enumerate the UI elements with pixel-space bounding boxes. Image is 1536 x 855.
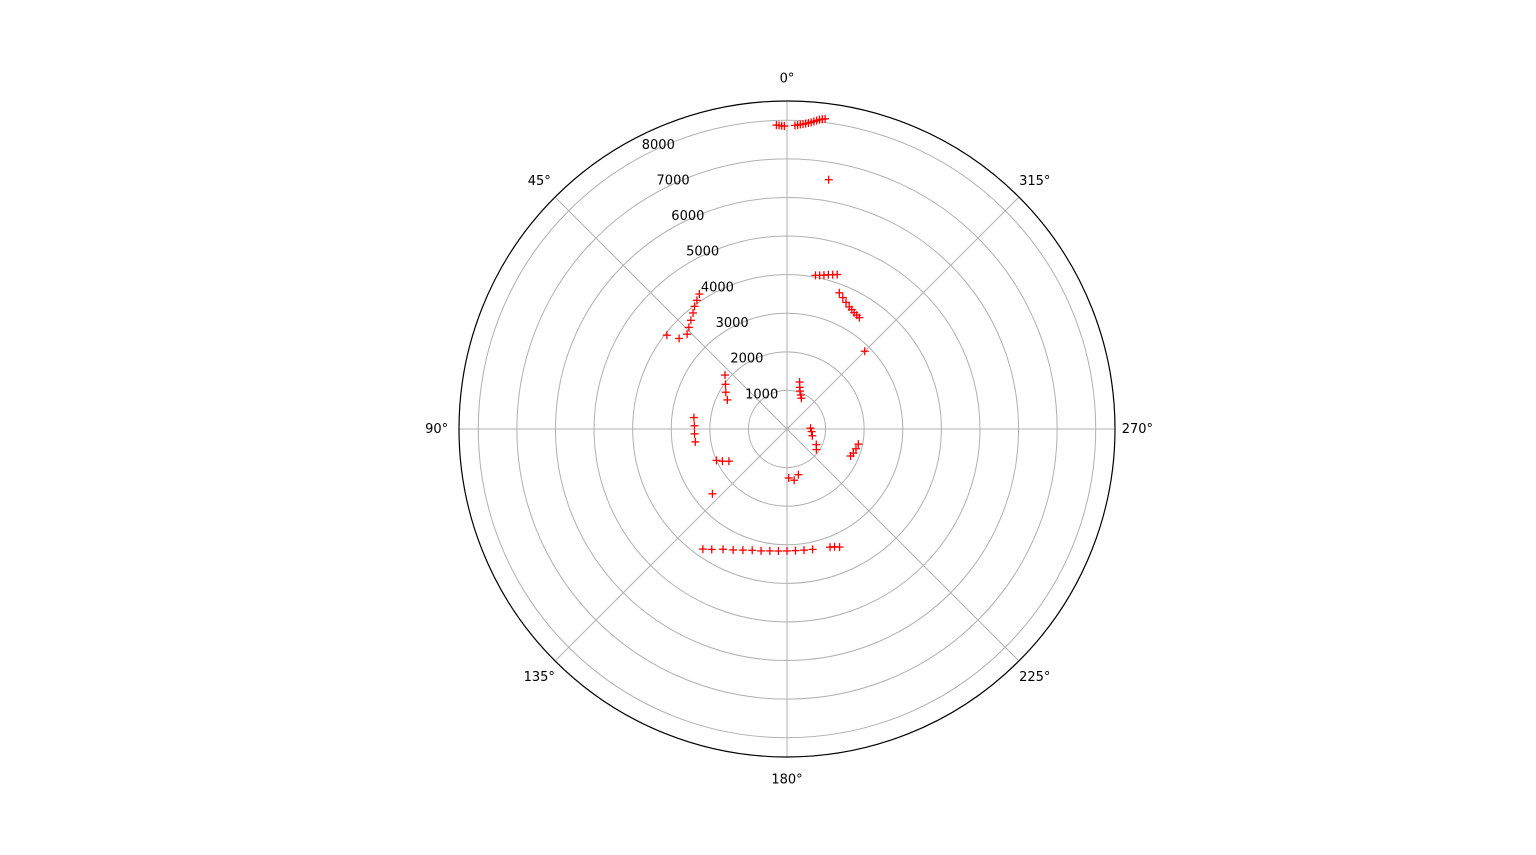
data-point (698, 545, 707, 554)
theta-tick-label: 315° (1019, 174, 1050, 189)
data-point (683, 330, 692, 339)
data-point (860, 347, 869, 356)
data-point (808, 431, 817, 440)
data-point (662, 331, 671, 340)
data-point (855, 313, 864, 322)
data-point (690, 429, 699, 438)
data-point (824, 175, 833, 184)
data-point (849, 449, 858, 458)
data-point (675, 334, 684, 343)
data-point (719, 545, 728, 554)
r-tick-label: 8000 (642, 138, 675, 153)
data-point (826, 543, 835, 552)
data-point (796, 391, 805, 400)
data-point (800, 546, 809, 555)
data-point (707, 545, 716, 554)
data-point (692, 296, 701, 305)
data-point (729, 545, 738, 554)
theta-tick-label: 180° (771, 772, 802, 787)
label-layer: 0° 45° 90° 135° 180° 225° 270° 315° 1000 2000 3000… (425, 72, 1153, 788)
r-tick-label: 4000 (701, 280, 734, 295)
data-point (791, 546, 800, 555)
data-point (690, 421, 699, 430)
data-point (738, 546, 747, 555)
data-point (686, 316, 695, 325)
marker-layer (662, 114, 869, 556)
data-point (851, 444, 860, 453)
data-point (689, 308, 698, 317)
theta-tick-label: 225° (1019, 670, 1050, 685)
data-point (795, 378, 804, 387)
r-tick-label: 7000 (657, 173, 690, 188)
data-point (833, 270, 842, 279)
theta-gridline-45 (554, 196, 788, 430)
theta-gridline-135 (554, 428, 788, 662)
data-point (757, 546, 766, 555)
data-point (684, 323, 693, 332)
data-point (691, 437, 700, 446)
r-tick-label: 1000 (745, 387, 778, 402)
data-point (748, 546, 757, 555)
polar-frame (458, 100, 1116, 758)
data-point (790, 476, 799, 485)
data-point (812, 445, 821, 454)
data-point (854, 440, 863, 449)
data-point (783, 546, 791, 555)
theta-gridline-225 (786, 428, 1020, 662)
data-point (807, 427, 816, 436)
data-point (724, 457, 733, 466)
data-point (774, 547, 783, 556)
data-point (712, 456, 721, 465)
data-point (689, 413, 698, 422)
r-tick-label: 3000 (716, 316, 749, 331)
data-point (842, 298, 851, 307)
r-tick-label: 2000 (730, 352, 763, 367)
data-point (821, 114, 830, 123)
data-point (765, 546, 774, 555)
theta-tick-label: 270° (1122, 422, 1153, 437)
data-point (708, 489, 717, 498)
data-point (808, 545, 817, 554)
data-point (784, 473, 793, 482)
r-tick-label: 5000 (686, 245, 719, 260)
data-point (838, 293, 847, 302)
data-point (723, 395, 732, 404)
theta-tick-label: 0° (780, 72, 795, 87)
data-point (721, 388, 730, 397)
data-point (780, 122, 789, 131)
data-point (806, 424, 815, 433)
data-point (695, 290, 704, 299)
grid-layer (458, 100, 1116, 758)
data-point (835, 288, 844, 297)
data-point (690, 302, 699, 311)
data-point (794, 470, 803, 479)
data-point (721, 380, 730, 389)
r-tick-label: 6000 (671, 209, 704, 224)
theta-tick-label: 90° (425, 422, 448, 437)
data-point (720, 371, 729, 380)
theta-gridline-315 (786, 196, 1020, 430)
theta-tick-label: 45° (528, 174, 551, 189)
theta-tick-label: 135° (524, 670, 555, 685)
